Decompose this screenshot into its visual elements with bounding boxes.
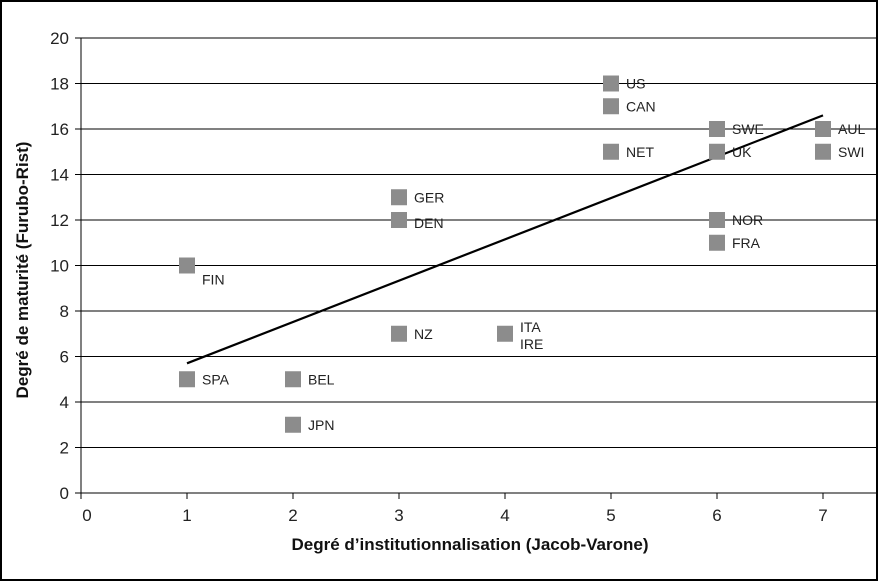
data-point <box>603 98 619 115</box>
y-tick-label: 10 <box>50 257 69 276</box>
x-axis-title: Degré d’institutionnalisation (Jacob-Var… <box>291 535 648 554</box>
x-tick-label: 6 <box>712 506 721 525</box>
point-label: NOR <box>732 212 763 228</box>
data-point <box>709 143 725 160</box>
point-label: SWE <box>732 121 764 137</box>
data-point <box>603 143 619 160</box>
data-point <box>285 416 301 433</box>
data-point <box>497 325 513 342</box>
point-label: CAN <box>626 98 656 114</box>
data-point <box>709 121 725 137</box>
y-tick-label: 0 <box>60 484 69 503</box>
data-point <box>815 143 831 160</box>
point-label: UK <box>732 144 752 160</box>
data-point <box>391 212 407 228</box>
y-tick-label: 2 <box>60 439 69 458</box>
data-point <box>391 325 407 342</box>
data-point <box>709 212 725 228</box>
point-label: FRA <box>732 235 761 251</box>
y-tick-label: 16 <box>50 120 69 139</box>
point-label: NZ <box>414 326 433 342</box>
x-tick-label: 0 <box>82 506 91 525</box>
y-tick-label: 4 <box>60 393 69 412</box>
point-label: SWI <box>838 144 864 160</box>
x-tick-label: 7 <box>818 506 827 525</box>
point-label: NET <box>626 144 654 160</box>
y-axis-title: Degré de maturité (Furubo-Rist) <box>13 142 32 399</box>
point-label: SPA <box>202 371 230 387</box>
y-tick-label: 6 <box>60 348 69 367</box>
y-tick-label: 12 <box>50 211 69 230</box>
data-point <box>179 257 195 274</box>
point-label: JPN <box>308 417 334 433</box>
x-tick-label: 3 <box>394 506 403 525</box>
data-point <box>709 234 725 251</box>
point-label: FIN <box>202 272 225 288</box>
data-point <box>815 121 831 137</box>
x-tick-label: 4 <box>500 506 509 525</box>
y-tick-label: 14 <box>50 166 69 185</box>
point-label: AUL <box>838 121 865 137</box>
x-tick-label: 5 <box>606 506 615 525</box>
data-points: US CAN NET SWE UK AUL SWI GER DEN NOR FRA FIN NZ ITA I… <box>179 75 865 433</box>
point-label: ITA IRE <box>520 319 543 352</box>
x-tick-label: 1 <box>182 506 191 525</box>
data-point <box>391 189 407 206</box>
axes <box>75 37 876 499</box>
point-label: US <box>626 76 645 92</box>
data-point <box>603 75 619 92</box>
point-label: DEN <box>414 215 444 231</box>
x-tick-label: 2 <box>288 506 297 525</box>
point-label: BEL <box>308 371 335 387</box>
point-label: GER <box>414 189 444 205</box>
grid-lines <box>81 37 876 448</box>
data-point <box>285 371 301 388</box>
y-tick-label: 18 <box>50 75 69 94</box>
y-tick-label: 20 <box>50 29 69 48</box>
data-point <box>179 371 195 388</box>
y-tick-label: 8 <box>60 302 69 321</box>
